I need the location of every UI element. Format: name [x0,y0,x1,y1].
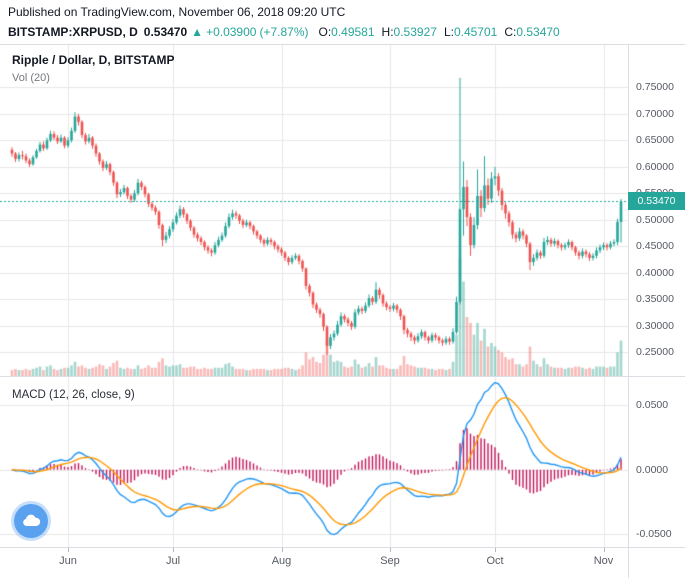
chart-title[interactable]: Ripple / Dollar, D, BITSTAMP [12,53,175,67]
high-value: 0.53927 [393,25,437,39]
time-axis-month-label: Jun [59,555,77,567]
published-bar: Published on TradingView.com, November 0… [8,5,346,19]
time-axis-tick [282,548,283,552]
macd-chart-canvas[interactable] [0,377,628,547]
time-axis-tick [495,548,496,552]
price-axis[interactable]: 0.750000.700000.650000.600000.550000.500… [628,45,685,376]
main-chart-pane: Ripple / Dollar, D, BITSTAMP Vol (20) 0.… [0,45,685,376]
macd-axis-label: 0.0000 [636,463,669,476]
candlestick-chart-canvas[interactable] [0,45,628,376]
time-axis-tick [604,548,605,552]
cloud-icon [23,514,41,526]
macd-pane: MACD (12, 26, close, 9) 0.0500 0.0000 -0.0… [0,376,685,547]
high-label: H: [381,25,394,39]
close-value: 0.53470 [516,25,560,39]
macd-pane-legend: MACD (12, 26, close, 9) [12,389,135,401]
ohlc-open: O:0.49581 [318,25,374,39]
close-label: C: [504,25,517,39]
chart-area: Ripple / Dollar, D, BITSTAMP Vol (20) 0.… [0,44,685,578]
open-label: O: [318,25,332,39]
price-axis-label: 0.70000 [636,107,674,120]
price-axis-label: 0.35000 [636,293,674,306]
symbol-name[interactable]: BITSTAMP:XRPUSD, D [8,25,138,39]
change-value: +0.03900 [206,25,257,39]
price-axis-label: 0.60000 [636,160,674,173]
change-percent: (+7.87%) [259,25,309,39]
price-axis-label: 0.45000 [636,240,674,253]
price-axis-label: 0.30000 [636,319,674,332]
ohlc-close: C:0.53470 [504,25,559,39]
macd-indicator-label[interactable]: MACD (12, 26, close, 9) [12,389,135,401]
last-price: 0.53470 [143,25,188,39]
tradingview-logo[interactable] [14,504,48,538]
price-axis-label: 0.65000 [636,134,674,147]
time-axis-tick [68,548,69,552]
last-price-badge: 0.53470 [628,192,685,211]
open-value: 0.49581 [331,25,375,39]
time-axis-month-label: Oct [486,555,504,567]
time-axis-month-label: Sep [380,555,400,567]
change-arrow-icon: ▲ [191,25,204,39]
macd-axis-label: -0.0500 [636,528,672,541]
price-axis-label: 0.40000 [636,266,674,279]
low-label: L: [443,25,454,39]
time-axis-month-label: Aug [271,555,292,567]
price-axis-label: 0.75000 [636,81,674,94]
time-axis-month-label: Jul [165,555,181,567]
time-axis-tick [173,548,174,552]
macd-axis-label: 0.0500 [636,399,669,412]
time-axis[interactable]: Jun Jul Aug Sep Oct Nov [0,547,685,578]
price-axis-label: 0.50000 [636,213,674,226]
axis-corner [628,548,685,578]
low-value: 0.45701 [453,25,498,39]
time-axis-tick [390,548,391,552]
ohlc-low: L:0.45701 [444,25,497,39]
volume-indicator-label[interactable]: Vol (20) [12,72,50,84]
macd-axis[interactable]: 0.0500 0.0000 -0.0500 [628,377,685,547]
symbol-bar: BITSTAMP:XRPUSD, D 0.53470 ▲ +0.03900 (+7.87… [0,22,685,44]
main-pane-legend: Ripple / Dollar, D, BITSTAMP Vol (20) [12,53,174,84]
price-axis-label: 0.25000 [636,346,674,359]
ohlc-high: H:0.53927 [382,25,437,39]
time-axis-month-label: Nov [593,555,614,567]
